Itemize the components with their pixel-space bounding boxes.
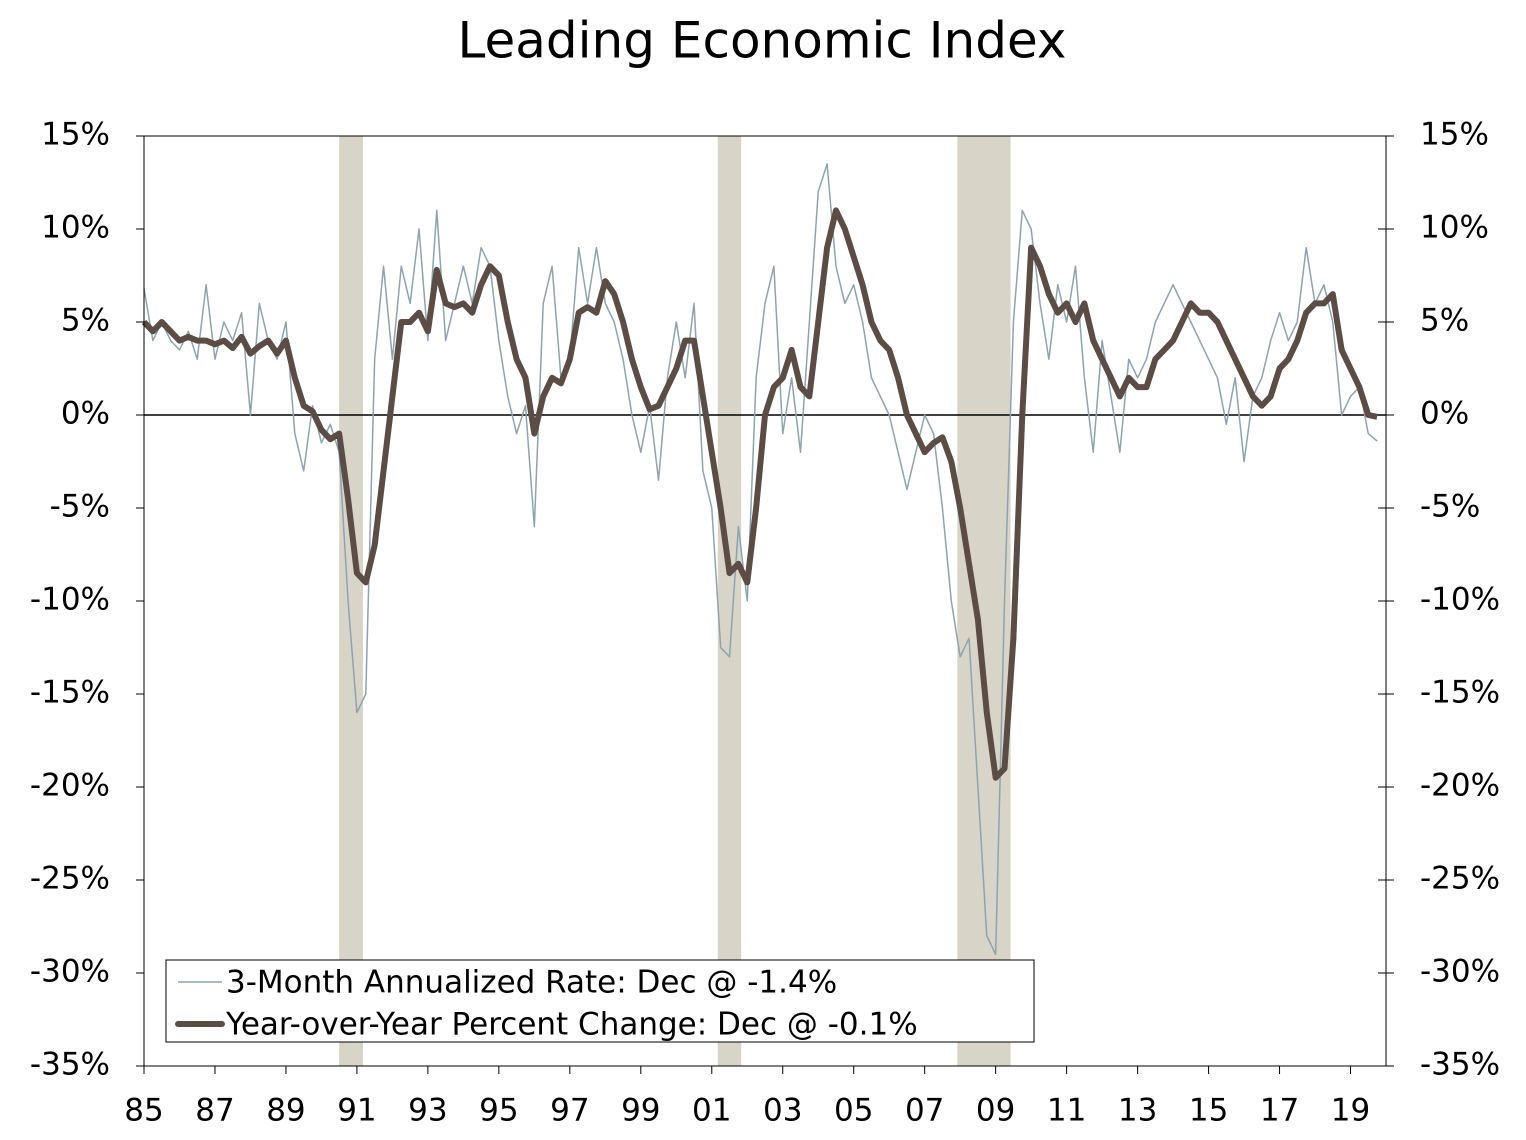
y2-tick-label: -15%	[1420, 675, 1500, 711]
y-tick-label: -10%	[30, 582, 110, 618]
x-tick-label: 91	[337, 1093, 376, 1129]
y-tick-label: 15%	[41, 117, 110, 153]
y-tick-label: -25%	[30, 861, 110, 897]
y2-tick-label: 15%	[1420, 117, 1489, 153]
x-tick-label: 93	[408, 1093, 447, 1129]
x-tick-label: 17	[1260, 1093, 1299, 1129]
y2-tick-label: -20%	[1420, 768, 1500, 804]
y-tick-label: -5%	[50, 489, 110, 525]
x-tick-label: 11	[1047, 1093, 1086, 1129]
recession-band	[339, 136, 363, 1066]
x-tick-label: 15	[1189, 1093, 1228, 1129]
series-line	[141, 207, 1378, 781]
x-tick-label: 13	[1118, 1093, 1157, 1129]
x-tick-label: 09	[976, 1093, 1015, 1129]
plot-area	[144, 136, 1386, 1066]
y-tick-label: -15%	[30, 675, 110, 711]
recession-band	[957, 136, 1011, 1066]
y2-tick-label: 0%	[1420, 396, 1469, 432]
x-tick-label: 05	[834, 1093, 873, 1129]
chart-title: Leading Economic Index	[458, 12, 1067, 70]
y2-tick-label: -35%	[1420, 1047, 1500, 1083]
y2-tick-label: -10%	[1420, 582, 1500, 618]
x-tick-label: 95	[479, 1093, 518, 1129]
x-tick-label: 01	[692, 1093, 731, 1129]
x-tick-label: 85	[124, 1093, 163, 1129]
y2-tick-label: 5%	[1420, 303, 1469, 339]
x-tick-label: 99	[621, 1093, 660, 1129]
x-tick-label: 97	[550, 1093, 589, 1129]
x-tick-label: 07	[905, 1093, 944, 1129]
x-tick-label: 03	[763, 1093, 802, 1129]
y-tick-label: -30%	[30, 954, 110, 990]
y-tick-label: 5%	[61, 303, 110, 339]
recession-band	[717, 136, 742, 1066]
legend-label: 3-Month Annualized Rate: Dec @ -1.4%	[226, 965, 837, 1001]
y2-tick-label: -5%	[1420, 489, 1480, 525]
x-tick-label: 19	[1331, 1093, 1370, 1129]
x-tick-label: 89	[266, 1093, 305, 1129]
y-tick-label: 10%	[41, 210, 110, 246]
y2-tick-label: -30%	[1420, 954, 1500, 990]
y-tick-label: 0%	[61, 396, 110, 432]
y2-tick-label: -25%	[1420, 861, 1500, 897]
y-tick-label: -35%	[30, 1047, 110, 1083]
y2-tick-label: 10%	[1420, 210, 1489, 246]
legend-box	[165, 959, 1035, 1043]
x-tick-label: 87	[195, 1093, 234, 1129]
series-line	[143, 163, 1378, 956]
legend-label: Year-over-Year Percent Change: Dec @ -0.…	[225, 1007, 918, 1043]
y-tick-label: -20%	[30, 768, 110, 804]
axes-frame	[143, 135, 1387, 1067]
